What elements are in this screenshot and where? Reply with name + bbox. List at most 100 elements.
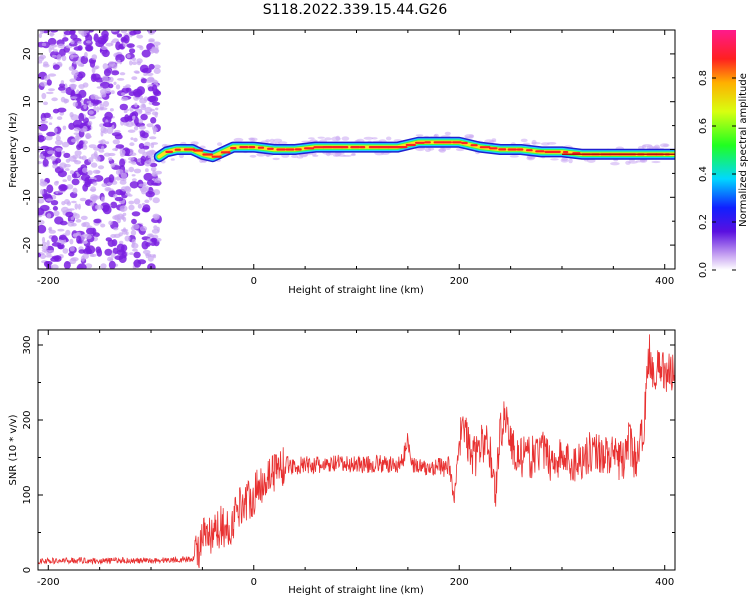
noise-blob	[49, 30, 59, 33]
noise-blob	[64, 199, 70, 205]
noise-blob	[93, 195, 100, 200]
noise-blob	[92, 181, 98, 186]
ridge-halo	[469, 134, 474, 137]
noise-blob	[50, 257, 59, 262]
noise-blob	[102, 205, 112, 215]
colorbar-tick-label: 0.2	[698, 214, 709, 230]
noise-blob	[111, 132, 122, 137]
noise-blob	[82, 125, 88, 132]
noise-blob	[133, 251, 141, 259]
noise-blob	[126, 54, 131, 59]
ridge-halo	[371, 137, 378, 140]
noise-blob	[131, 115, 136, 120]
noise-blob	[38, 207, 45, 216]
noise-blob	[129, 48, 136, 54]
noise-blob	[52, 54, 57, 58]
noise-blob	[140, 78, 148, 84]
noise-blob	[130, 137, 134, 141]
noise-blob	[41, 241, 47, 246]
noise-blob	[80, 255, 85, 262]
noise-blob	[148, 38, 155, 42]
noise-blob	[70, 96, 78, 99]
noise-blob	[124, 169, 129, 174]
noise-blob	[54, 158, 62, 164]
ridge-halo	[317, 136, 325, 139]
noise-blob	[113, 233, 121, 238]
noise-blob	[102, 49, 110, 58]
ridge-halo	[265, 139, 271, 143]
noise-blob	[49, 44, 58, 48]
noise-blob	[73, 159, 78, 163]
ridge-halo	[610, 162, 620, 166]
noise-blob	[76, 135, 80, 143]
noise-blob	[91, 99, 102, 104]
noise-blob	[52, 163, 58, 169]
noise-blob	[131, 223, 140, 230]
colorbar-tick-label: 0.6	[698, 118, 709, 134]
noise-blob	[96, 204, 104, 210]
noise-blob	[42, 158, 49, 167]
noise-blob	[81, 155, 87, 161]
noise-blob	[119, 72, 126, 76]
noise-blob	[128, 204, 135, 211]
noise-blob	[63, 261, 71, 269]
ridge-halo	[269, 138, 275, 143]
noise-blob	[50, 264, 59, 269]
noise-blob	[108, 260, 116, 269]
noise-blob	[77, 203, 81, 210]
noise-blob	[80, 215, 88, 220]
noise-blob	[46, 131, 56, 137]
ridge-halo	[550, 158, 559, 161]
ridge-halo	[273, 138, 283, 143]
noise-blob	[40, 145, 50, 150]
noise-blob	[39, 81, 48, 87]
colorbar-label: Normalized spectral amplitude	[738, 73, 749, 227]
noise-blob	[112, 215, 119, 220]
ridge-halo	[324, 137, 332, 141]
noise-blob	[128, 166, 135, 173]
noise-blob	[141, 132, 149, 139]
snr-ylabel: SNR (10 * v/v)	[8, 414, 19, 485]
y-tick-label: 200	[22, 410, 33, 429]
noise-blob	[145, 190, 155, 198]
noise-blob	[78, 112, 85, 122]
noise-blob	[78, 140, 84, 149]
noise-blob	[101, 145, 105, 151]
noise-blob	[68, 66, 75, 71]
noise-blob	[59, 220, 68, 226]
noise-blob	[76, 263, 87, 269]
noise-blob	[124, 185, 131, 192]
ridge-halo	[625, 160, 631, 165]
y-tick-label: 0	[22, 567, 33, 573]
noise-blob	[43, 101, 48, 106]
noise-blob	[87, 30, 94, 33]
colorbar-tick-label: 0.8	[698, 70, 709, 86]
noise-blob	[144, 160, 152, 167]
ridge-halo	[249, 154, 257, 158]
noise-blob	[45, 198, 54, 202]
noise-blob	[105, 141, 110, 145]
noise-blob	[129, 181, 139, 189]
noise-blob	[96, 248, 103, 257]
noise-blob	[146, 123, 154, 128]
noise-blob	[89, 196, 93, 201]
ridge-halo	[272, 157, 280, 161]
chart-title: S118.2022.339.15.44.G26	[263, 2, 448, 18]
noise-blob	[112, 139, 121, 145]
snr-series-line	[38, 334, 675, 569]
noise-blob	[48, 33, 55, 36]
noise-blob	[131, 76, 138, 80]
ridge-halo	[312, 154, 319, 157]
noise-blob	[129, 152, 137, 156]
noise-blob	[70, 40, 75, 45]
noise-blob	[137, 158, 141, 163]
noise-blob	[88, 157, 94, 163]
noise-blob	[78, 89, 87, 98]
noise-blob	[98, 149, 105, 153]
noise-blob	[121, 96, 129, 102]
noise-blob	[38, 197, 45, 204]
noise-blob	[141, 240, 149, 250]
noise-blob	[132, 248, 138, 252]
noise-blob	[38, 252, 42, 258]
